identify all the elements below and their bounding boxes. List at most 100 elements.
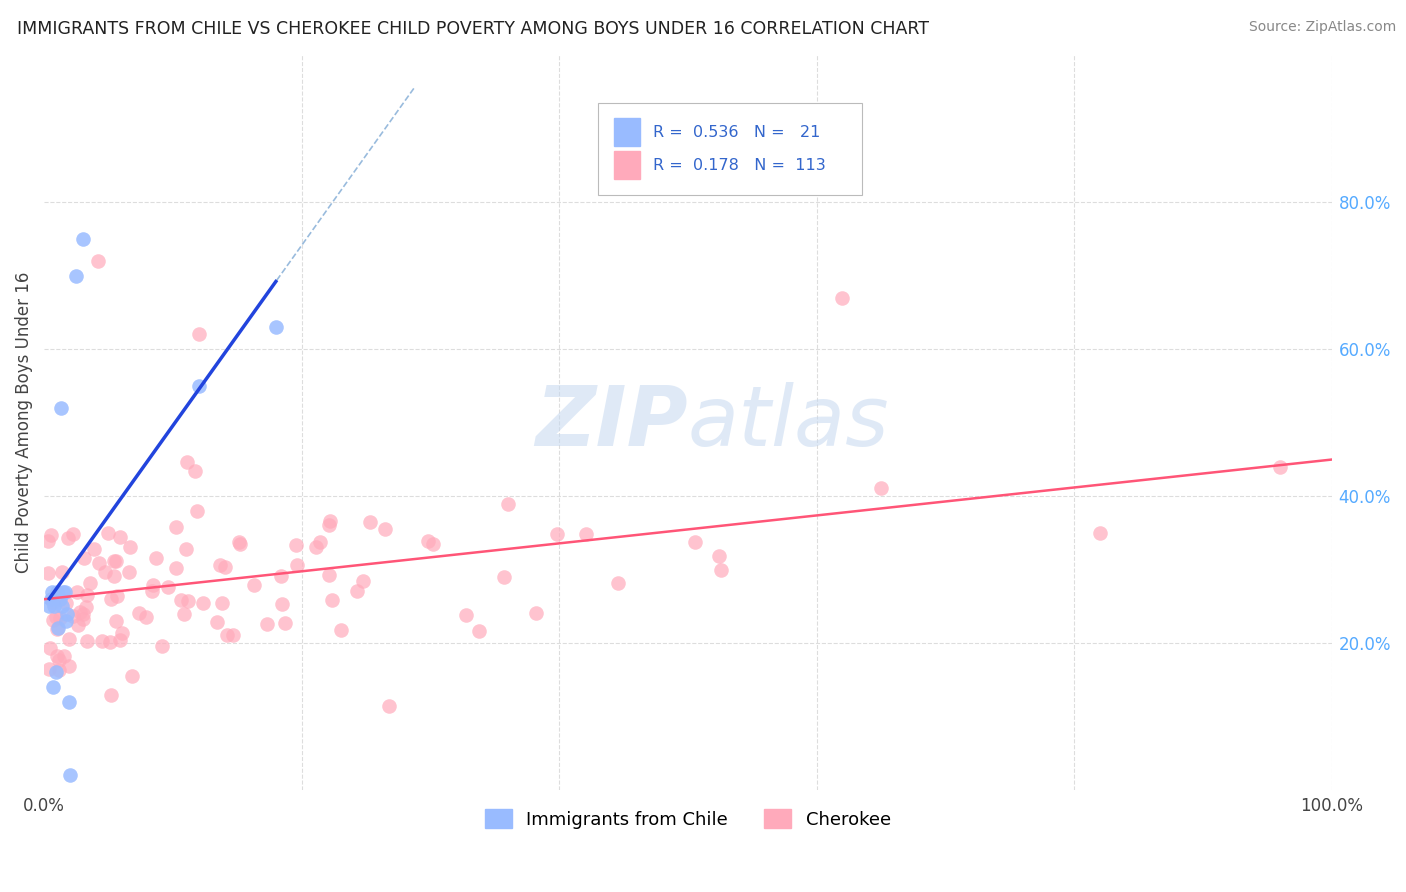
Point [58, 632, 80, 647]
Point [870, 481, 893, 495]
Point [165, 561, 187, 575]
Point [103, 554, 125, 568]
Point [67, 617, 90, 632]
Point [75, 600, 97, 615]
Point [56, 607, 79, 621]
Point [72, 607, 94, 621]
Point [39, 528, 62, 542]
Point [105, 554, 128, 568]
Legend: Immigrants from Chile, Cherokee: Immigrants from Chile, Cherokee [478, 802, 898, 836]
Point [177, 593, 200, 607]
Point [97, 526, 120, 541]
Point [228, 535, 250, 549]
Point [575, 527, 598, 541]
Point [209, 558, 232, 572]
Point [72, 551, 94, 566]
Point [1268, 459, 1291, 474]
Point [374, 522, 396, 536]
Point [89, 557, 111, 571]
Point [41, 584, 63, 599]
Point [45, 609, 67, 624]
Point [48, 653, 70, 667]
Point [173, 607, 195, 621]
Point [492, 570, 515, 584]
Point [42, 680, 65, 694]
Point [56, 531, 79, 545]
Point [710, 563, 733, 577]
Point [170, 592, 193, 607]
Point [48, 663, 70, 677]
Point [37, 566, 59, 580]
Point [72, 612, 94, 626]
Point [193, 596, 215, 610]
Point [270, 597, 292, 611]
Point [318, 518, 340, 533]
Y-axis label: Child Poverty Among Boys Under 16: Child Poverty Among Boys Under 16 [15, 272, 32, 574]
Point [305, 540, 328, 554]
Point [118, 565, 141, 579]
Point [150, 639, 173, 653]
Text: Source: ZipAtlas.com: Source: ZipAtlas.com [1249, 20, 1396, 34]
Point [51, 565, 73, 579]
Point [48, 591, 70, 606]
Text: ZIP: ZIP [536, 382, 688, 463]
Text: R =  0.536   N =   21: R = 0.536 N = 21 [652, 125, 821, 140]
Point [103, 569, 125, 583]
Point [62, 609, 84, 624]
Point [378, 698, 401, 713]
Point [422, 537, 444, 551]
Point [108, 632, 131, 647]
Point [58, 659, 80, 673]
Point [58, 695, 80, 709]
Point [48, 611, 70, 625]
Point [321, 593, 343, 607]
Bar [614, 152, 640, 179]
Point [59, 768, 82, 782]
Point [274, 615, 297, 630]
Point [39, 591, 62, 606]
Point [46, 621, 69, 635]
Point [121, 669, 143, 683]
Point [309, 534, 332, 549]
Point [46, 622, 69, 636]
Point [270, 568, 292, 582]
Point [98, 635, 121, 649]
Point [42, 614, 65, 628]
Point [707, 549, 730, 563]
Text: IMMIGRANTS FROM CHILE VS CHEROKEE CHILD POVERTY AMONG BOYS UNDER 16 CORRELATION : IMMIGRANTS FROM CHILE VS CHEROKEE CHILD … [17, 20, 929, 37]
Point [76, 634, 98, 648]
Point [79, 575, 101, 590]
Point [683, 534, 706, 549]
Point [91, 633, 114, 648]
Bar [614, 119, 640, 146]
Point [165, 520, 187, 534]
Point [229, 537, 252, 551]
Point [62, 526, 84, 541]
Point [468, 624, 491, 639]
Point [37, 534, 59, 549]
Point [264, 320, 287, 334]
FancyBboxPatch shape [598, 103, 862, 194]
Point [496, 497, 519, 511]
Point [359, 515, 381, 529]
Point [831, 291, 853, 305]
Point [44, 599, 66, 614]
Point [285, 538, 308, 552]
Point [94, 565, 117, 579]
Point [83, 542, 105, 557]
Point [69, 606, 91, 620]
Point [108, 530, 131, 544]
Point [45, 665, 67, 680]
Point [66, 585, 89, 599]
Point [38, 662, 60, 676]
Point [454, 608, 477, 623]
Point [39, 641, 62, 656]
Text: R =  0.178   N =  113: R = 0.178 N = 113 [652, 158, 825, 173]
Point [1088, 525, 1111, 540]
Point [105, 614, 128, 628]
Point [285, 558, 308, 572]
Point [211, 596, 233, 610]
Point [174, 541, 197, 556]
Point [49, 401, 72, 415]
Point [105, 589, 128, 603]
